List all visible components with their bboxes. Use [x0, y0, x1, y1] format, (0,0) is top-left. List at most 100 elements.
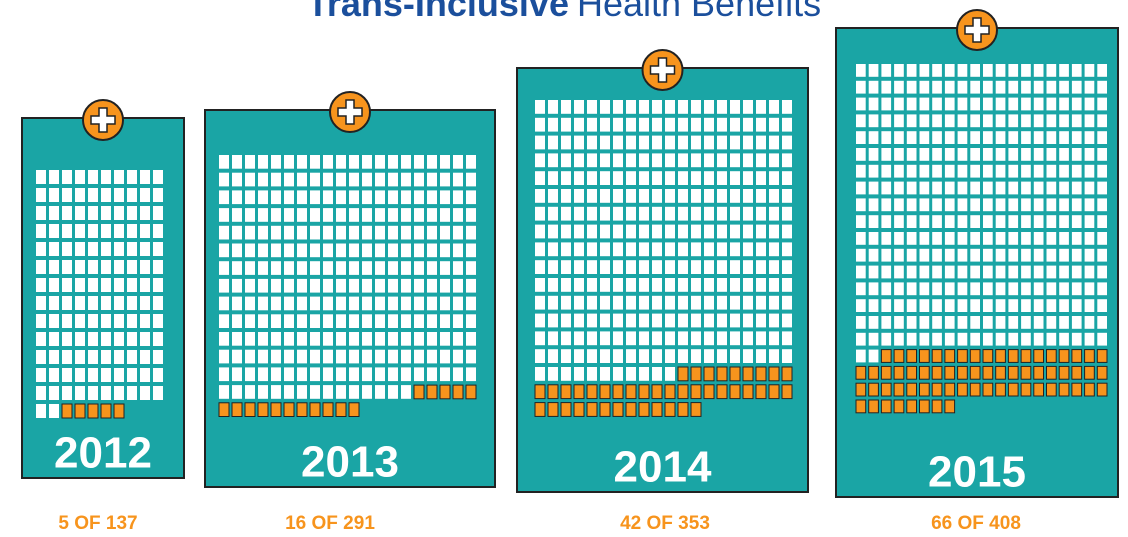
unit-square [75, 368, 85, 382]
unit-square [970, 64, 980, 77]
unit-square [665, 349, 675, 363]
unit-square [219, 261, 229, 275]
unit-square [717, 206, 727, 221]
unit-square [140, 296, 150, 310]
unit-square [639, 135, 649, 150]
unit-square [782, 224, 792, 239]
unit-square [1021, 114, 1031, 128]
highlight-square [1096, 365, 1108, 380]
unit-square [743, 295, 753, 310]
unit-square [153, 206, 163, 220]
unit-square [153, 368, 163, 382]
unit-square [49, 206, 59, 220]
unit-square [944, 148, 955, 161]
unit-square [574, 153, 584, 168]
unit-square [970, 164, 980, 178]
unit-square [995, 148, 1006, 161]
unit-square [284, 314, 294, 328]
unit-square [388, 385, 398, 399]
unit-square [1008, 64, 1019, 77]
unit-square [957, 198, 968, 212]
unit-square [1021, 232, 1031, 245]
unit-square [587, 153, 597, 168]
unit-square [336, 243, 346, 258]
unit-square [756, 100, 766, 114]
unit-square [704, 189, 714, 203]
unit-square [62, 242, 72, 256]
unit-square [36, 368, 46, 382]
highlight-square [625, 402, 637, 417]
unit-square [652, 153, 662, 168]
highlight-square [919, 349, 930, 363]
highlight-square [283, 402, 295, 417]
unit-square [704, 313, 714, 328]
unit-square [600, 278, 610, 292]
unit-square [362, 278, 372, 293]
unit-square [944, 232, 955, 245]
unit-square [127, 206, 137, 220]
unit-square [678, 189, 688, 203]
unit-square [652, 171, 662, 185]
unit-square [730, 295, 740, 310]
count-label: 42 OF 353 [620, 513, 710, 534]
unit-square [232, 332, 242, 346]
unit-square [284, 208, 294, 222]
unit-square [782, 331, 792, 346]
unit-square [665, 278, 675, 292]
unit-square [717, 242, 727, 257]
unit-square [919, 332, 930, 346]
unit-square [919, 131, 930, 144]
unit-square [1008, 299, 1019, 312]
highlight-square [944, 349, 956, 363]
unit-square [1071, 332, 1082, 346]
unit-square [1046, 164, 1057, 178]
unit-square [114, 206, 124, 220]
unit-square [704, 206, 714, 221]
unit-square [336, 155, 346, 169]
unit-square [1071, 64, 1082, 77]
unit-square [453, 314, 463, 328]
unit-square [983, 114, 993, 128]
unit-square [219, 172, 229, 187]
unit-square [114, 278, 124, 292]
unit-square [983, 64, 993, 77]
highlight-square [1071, 349, 1083, 363]
unit-square [75, 278, 85, 292]
unit-square [691, 331, 701, 346]
unit-square [730, 242, 740, 257]
highlight-square [982, 365, 994, 380]
unit-square [88, 296, 98, 310]
unit-square [743, 189, 753, 203]
unit-square [957, 131, 968, 144]
unit-square [427, 367, 437, 382]
unit-square [704, 171, 714, 185]
unit-square [957, 316, 968, 329]
unit-square [336, 296, 346, 311]
unit-square [652, 117, 662, 132]
unit-square [427, 190, 437, 205]
unit-square [919, 181, 930, 195]
unit-square [245, 243, 255, 258]
unit-square [613, 224, 623, 239]
unit-square [587, 349, 597, 363]
unit-square [140, 278, 150, 292]
unit-square [756, 117, 766, 132]
unit-square [600, 349, 610, 363]
unit-square [704, 260, 714, 274]
unit-square [743, 278, 753, 292]
unit-square [1071, 248, 1082, 262]
unit-square [932, 181, 942, 195]
unit-square [362, 367, 372, 382]
unit-square [232, 278, 242, 293]
unit-square [1033, 299, 1044, 312]
highlight-square [1033, 365, 1045, 380]
unit-square [127, 296, 137, 310]
unit-square [548, 117, 558, 132]
unit-square [271, 243, 281, 258]
unit-square [548, 313, 558, 328]
unit-square [1046, 80, 1057, 94]
unit-square [453, 155, 463, 169]
unit-square [652, 206, 662, 221]
unit-square [375, 261, 385, 275]
badge-cross [649, 57, 676, 83]
